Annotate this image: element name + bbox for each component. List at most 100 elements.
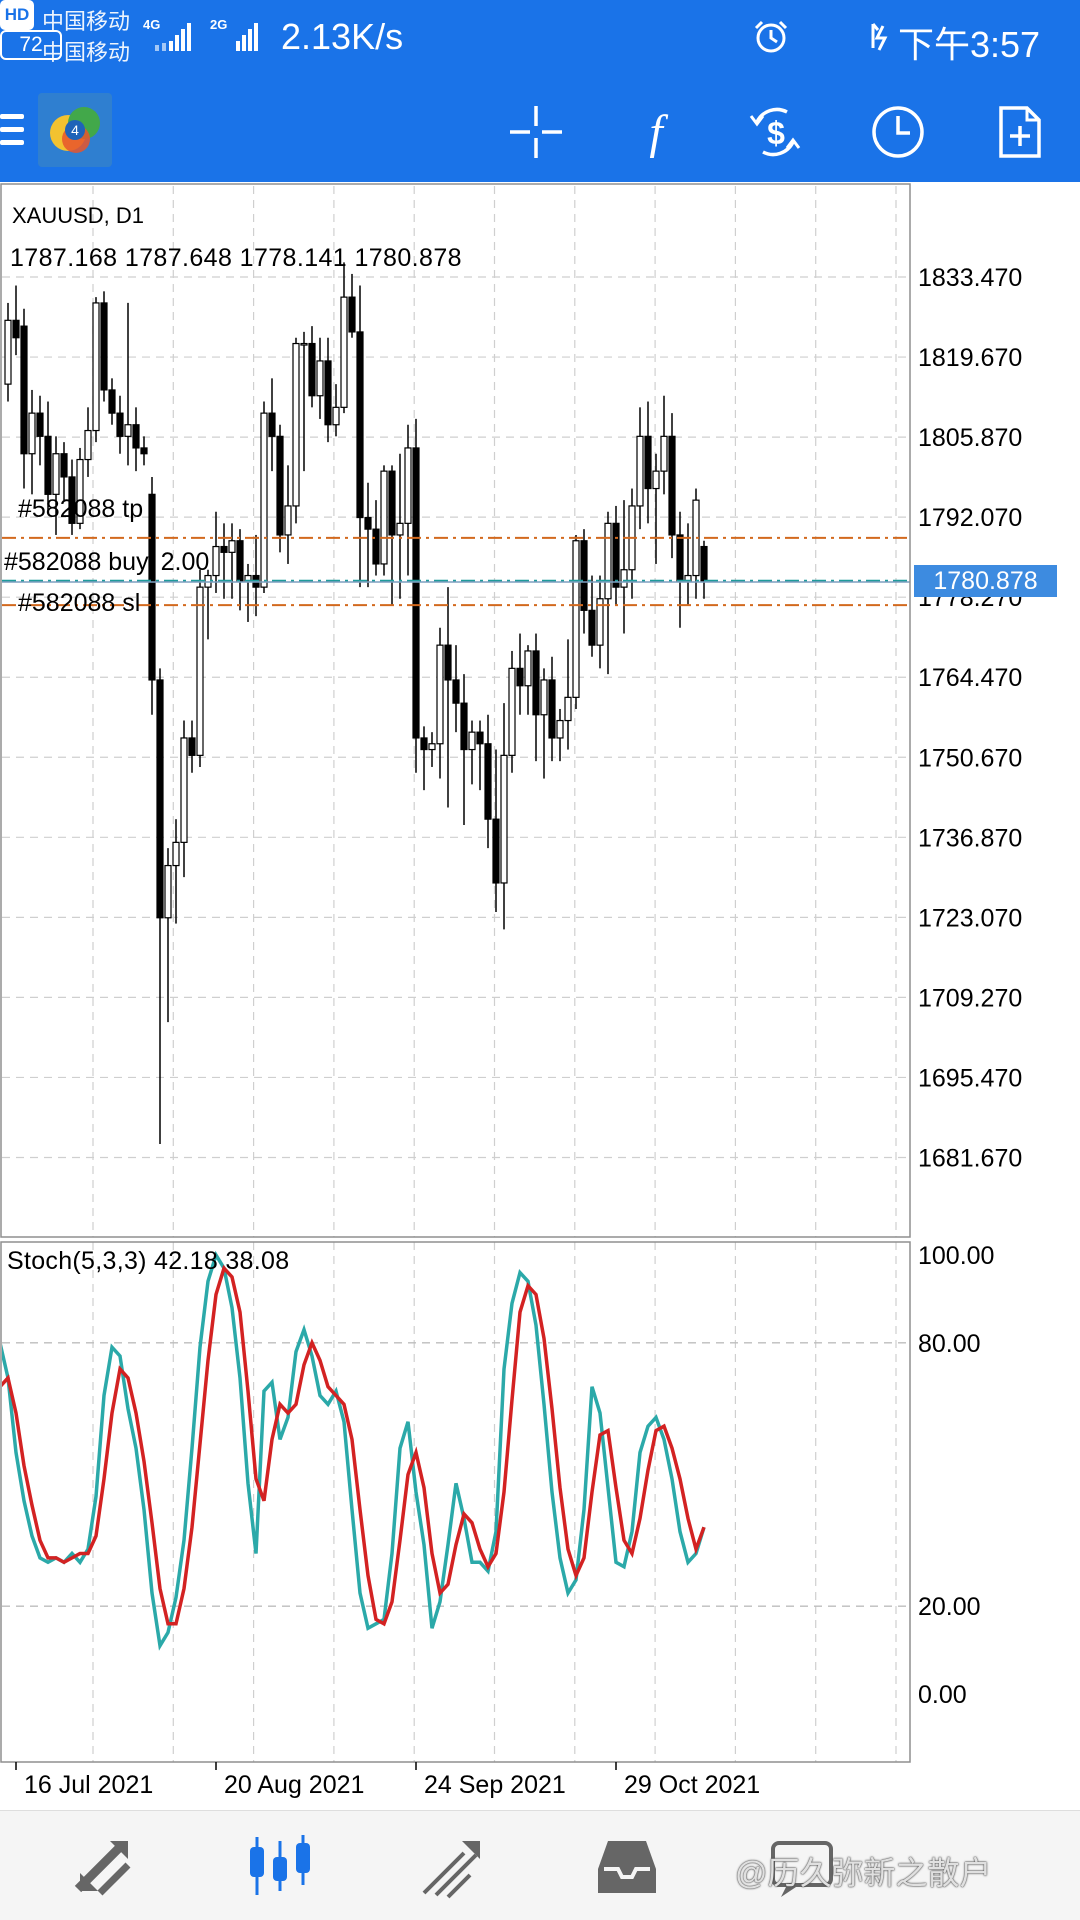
candle xyxy=(4,302,12,402)
candle xyxy=(492,749,500,912)
bear-candle-body xyxy=(516,667,524,687)
chart-grid xyxy=(2,186,910,1762)
bear-candle-body xyxy=(140,447,148,455)
bear-candle-body xyxy=(676,534,684,582)
quotes-icon[interactable] xyxy=(70,1833,140,1899)
bear-candle-body xyxy=(148,493,156,681)
bull-candle-body xyxy=(540,679,548,716)
candle xyxy=(668,413,676,559)
candle xyxy=(268,378,276,472)
stoch-axis-label: 20.00 xyxy=(918,1593,981,1621)
bull-candle-body xyxy=(596,598,604,646)
candle xyxy=(196,569,204,767)
candle xyxy=(676,511,684,628)
candle xyxy=(172,819,180,924)
messages-icon[interactable] xyxy=(767,1833,837,1899)
candle xyxy=(532,633,540,762)
candle xyxy=(460,674,468,825)
price-axis-label: 1709.270 xyxy=(918,984,1022,1012)
bull-candle-body xyxy=(572,540,580,698)
trade-icon[interactable] xyxy=(418,1833,488,1899)
bear-candle-body xyxy=(588,609,596,646)
history-icon[interactable] xyxy=(592,1833,662,1899)
network-type: 2G xyxy=(210,17,228,32)
candle xyxy=(508,650,516,773)
candle xyxy=(244,563,252,622)
date-axis-label: 29 Oct 2021 xyxy=(624,1771,760,1799)
price-axis-label: 1695.470 xyxy=(918,1064,1022,1092)
function-icon[interactable]: f xyxy=(624,100,688,164)
candle xyxy=(484,714,492,849)
candle xyxy=(420,726,428,791)
svg-text:f: f xyxy=(649,106,668,159)
candle xyxy=(348,273,356,338)
bull-candle-body xyxy=(636,435,644,507)
price-axis-label: 1819.670 xyxy=(918,344,1022,372)
symbol-label: XAUUSD, D1 xyxy=(12,203,145,228)
candle xyxy=(500,703,508,930)
bull-candle-body xyxy=(500,754,508,884)
candle xyxy=(100,291,108,402)
bull-candle-body xyxy=(124,424,132,437)
date-axis-label: 24 Sep 2021 xyxy=(424,1771,566,1799)
menu-icon[interactable] xyxy=(0,112,26,148)
chart-area[interactable]: 1833.470 1819.670 1805.870 1792.070 1778.270… xyxy=(0,182,1080,1810)
bull-candle-body xyxy=(76,458,84,524)
buy-order-label[interactable]: #582088 buy, 2.00 xyxy=(4,548,210,576)
stoch-axis-label: 80.00 xyxy=(918,1330,981,1358)
candle xyxy=(556,708,564,762)
stochastic-label: Stoch(5,3,3) 42.18 38.08 xyxy=(7,1247,290,1275)
stochastic-lines xyxy=(2,1250,706,1651)
bear-candle-body xyxy=(20,325,28,455)
new-order-icon[interactable] xyxy=(987,100,1051,164)
svg-text:4: 4 xyxy=(71,122,79,138)
bull-candle-body xyxy=(4,319,12,385)
app-logo[interactable]: 4 xyxy=(38,93,112,167)
bull-candle-body xyxy=(468,731,476,751)
candle xyxy=(436,627,444,779)
candle xyxy=(12,285,20,356)
candle xyxy=(660,395,668,495)
date-axis-label: 16 Jul 2021 xyxy=(24,1771,153,1799)
bull-candle-body xyxy=(92,302,100,432)
candle xyxy=(444,587,452,808)
bull-candle-body xyxy=(620,569,628,588)
bear-candle-body xyxy=(388,470,396,536)
candle xyxy=(452,645,460,733)
status-bar: 中国移动 中国移动 4G 2G 2.13K/s HD 72 下午3:57 xyxy=(0,0,1080,82)
candle xyxy=(124,302,132,466)
bear-candle-body xyxy=(36,412,44,437)
candle xyxy=(132,407,140,472)
candle xyxy=(292,337,300,524)
bear-candle-body xyxy=(580,540,588,611)
svg-text:$: $ xyxy=(767,115,785,151)
crosshair-icon[interactable] xyxy=(504,100,568,164)
take-profit-label[interactable]: #582088 tp xyxy=(18,495,144,523)
candle xyxy=(596,575,604,669)
candle xyxy=(540,668,548,779)
battery-icon: 72 xyxy=(0,30,62,60)
dollar-trade-icon[interactable]: $ xyxy=(743,100,807,164)
stop-loss-label[interactable]: #582088 sl xyxy=(18,589,141,617)
candle xyxy=(620,500,628,634)
chart-axes: 1833.4701819.6701805.8701792.0701778.270… xyxy=(0,183,1022,1799)
main-panel-border xyxy=(0,183,911,1238)
bull-candle-body xyxy=(380,470,388,565)
candle xyxy=(380,465,388,576)
chart-icon[interactable] xyxy=(245,1833,315,1899)
price-axis-label: 1792.070 xyxy=(918,504,1022,532)
candle xyxy=(156,668,164,1144)
clock-icon[interactable] xyxy=(866,100,930,164)
hd-icon: HD xyxy=(0,0,34,30)
bull-candle-body xyxy=(228,540,236,553)
bear-candle-body xyxy=(100,302,108,391)
candle xyxy=(524,645,532,715)
price-chart[interactable]: 1833.4701819.6701805.8701792.0701778.270… xyxy=(0,182,1080,1810)
candle xyxy=(92,297,100,443)
signal-icon xyxy=(236,23,258,51)
candle xyxy=(564,639,572,750)
price-axis-label: 1723.070 xyxy=(918,904,1022,932)
price-axis-label: 1805.870 xyxy=(918,424,1022,452)
stoch-panel-border xyxy=(0,1241,911,1763)
bear-candle-body xyxy=(60,453,68,478)
